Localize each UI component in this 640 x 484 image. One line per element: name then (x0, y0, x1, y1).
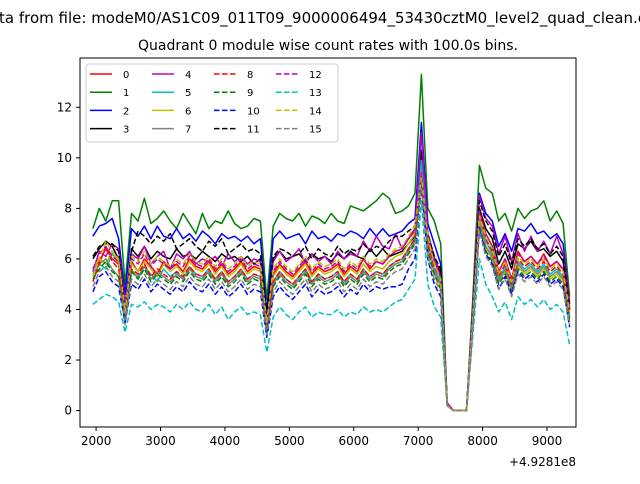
legend-label-7: 7 (185, 125, 191, 136)
series-line-2 (92, 121, 571, 412)
x-tick-label: 6000 (338, 434, 369, 448)
legend-label-2: 2 (123, 106, 129, 117)
legend-label-15: 15 (309, 125, 322, 136)
x-tick-label: 7000 (403, 434, 434, 448)
y-tick-label: 0 (64, 404, 72, 418)
x-offset-label: +4.9281e8 (509, 455, 576, 469)
legend-label-6: 6 (185, 106, 191, 117)
series-line-7 (92, 169, 571, 412)
series-layer (92, 73, 571, 412)
series-line-13 (92, 200, 571, 412)
y-tick-label: 12 (57, 100, 72, 114)
y-tick-label: 10 (57, 151, 72, 165)
legend-box (85, 63, 339, 143)
legend-label-5: 5 (185, 88, 191, 99)
legend-label-9: 9 (247, 88, 253, 99)
series-line-11 (92, 179, 571, 412)
x-tick-label: 5000 (274, 434, 305, 448)
legend-label-13: 13 (309, 88, 322, 99)
series-line-1 (92, 73, 571, 412)
series-line-3 (92, 149, 571, 412)
x-tick-label: 9000 (532, 434, 563, 448)
series-line-8 (92, 177, 571, 412)
figure-suptitle: Data from file: modeM0/AS1C09_011T09_900… (0, 9, 640, 28)
legend-label-10: 10 (247, 106, 260, 117)
series-line-9 (92, 179, 571, 412)
series-line-6 (92, 174, 571, 412)
x-tick-label: 8000 (467, 434, 498, 448)
legend-label-14: 14 (309, 106, 322, 117)
series-line-15 (92, 187, 571, 412)
legend-label-8: 8 (247, 70, 253, 81)
x-tick-label: 2000 (81, 434, 112, 448)
y-tick-label: 6 (64, 252, 72, 266)
plot-frame (79, 57, 577, 428)
y-tick-label: 8 (64, 201, 72, 215)
series-line-10 (92, 184, 571, 412)
legend-label-12: 12 (309, 70, 322, 81)
x-tick-label: 4000 (210, 434, 241, 448)
series-line-12 (92, 172, 571, 412)
y-tick-label: 4 (64, 302, 72, 316)
y-tick-label: 2 (64, 353, 72, 367)
legend-label-0: 0 (123, 70, 129, 81)
plot-title: Quadrant 0 module wise count rates with … (138, 38, 518, 54)
axes-layer: 2000 3000 4000 5000 6000 7000 8000 9000 0 2 4 6 8 10 1… (57, 100, 563, 448)
legend-label-3: 3 (123, 125, 129, 136)
x-tick-label: 3000 (145, 434, 176, 448)
legend-label-4: 4 (185, 70, 191, 81)
legend-label-11: 11 (247, 125, 260, 136)
legend-label-1: 1 (123, 88, 129, 99)
series-line-14 (92, 177, 571, 412)
